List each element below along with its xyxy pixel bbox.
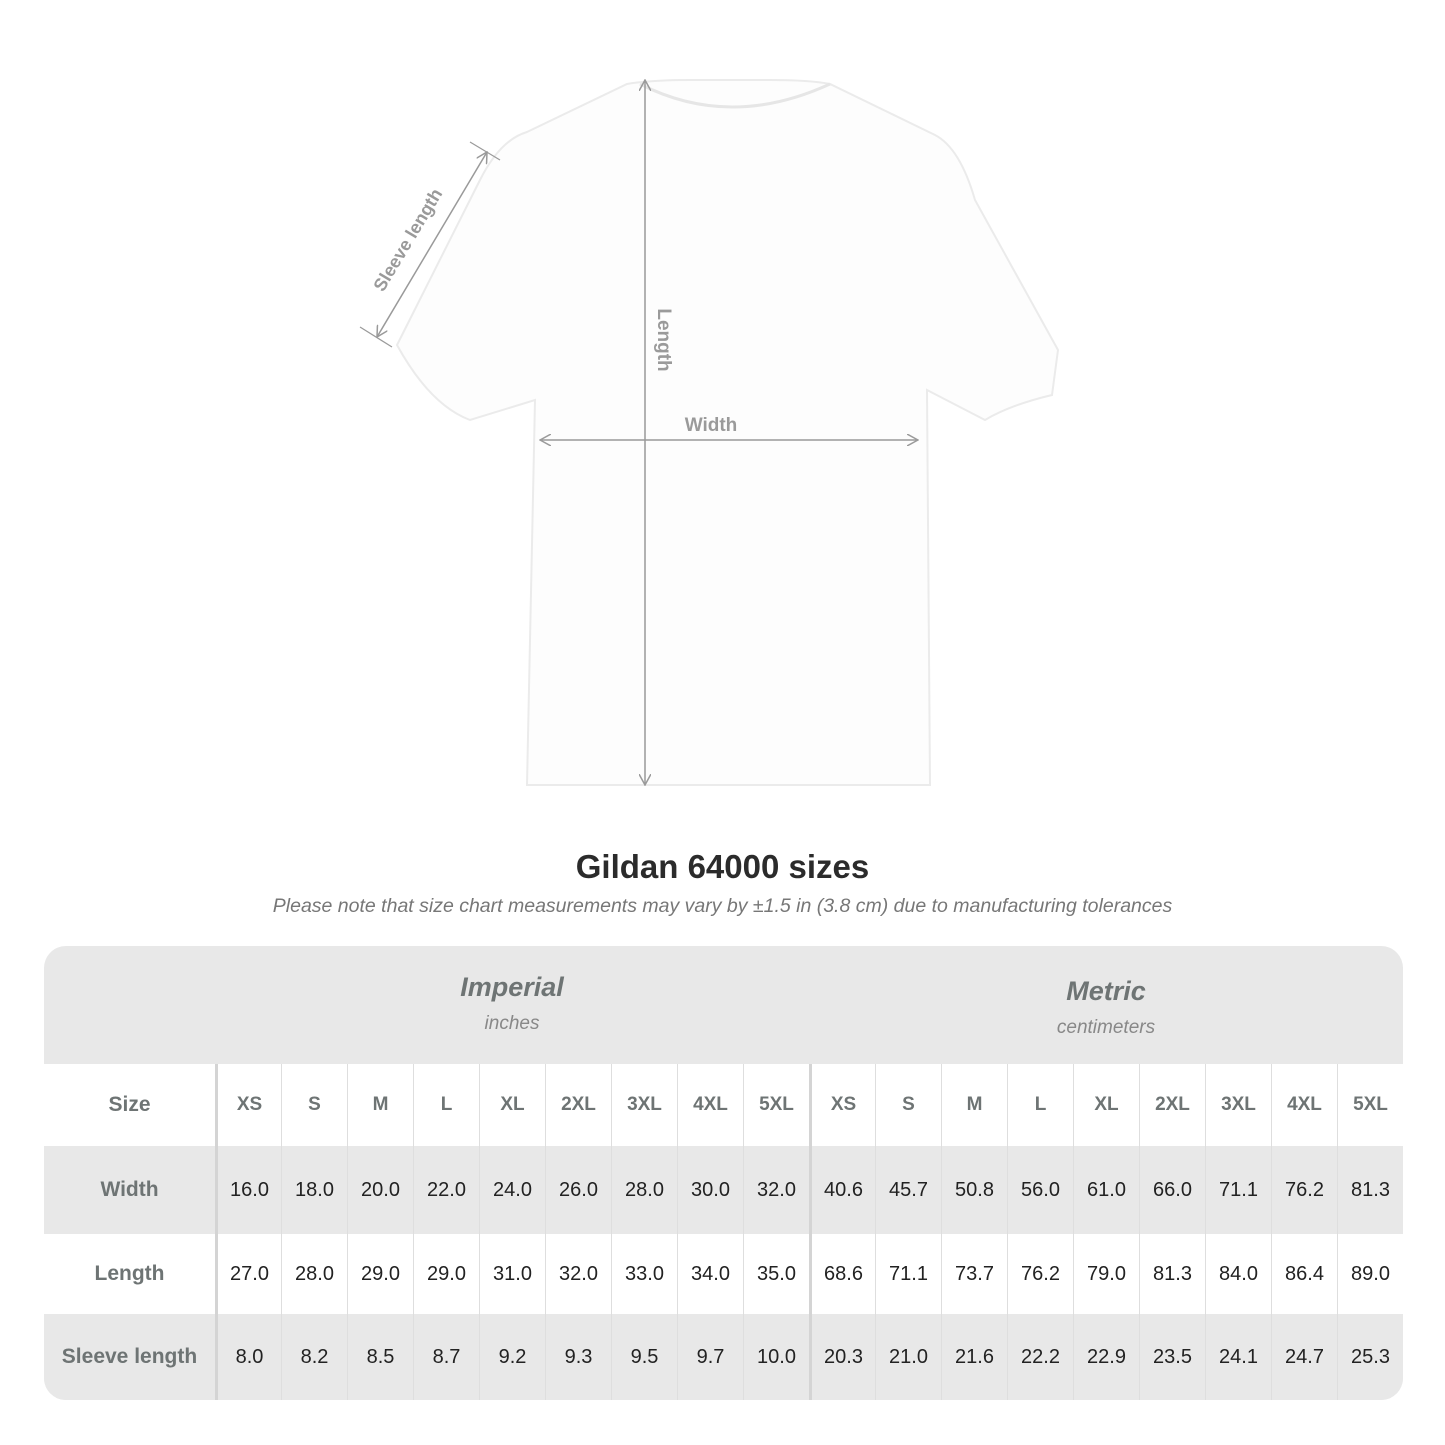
row-label: Width xyxy=(100,1178,159,1201)
size-header-cell: L xyxy=(1007,1064,1073,1146)
table-cell: 28.0 xyxy=(611,1146,677,1234)
table-cell: 20.0 xyxy=(347,1146,413,1234)
table-cell: 20.3 xyxy=(809,1314,875,1400)
table-cell: 29.0 xyxy=(347,1234,413,1314)
table-cell: 68.6 xyxy=(809,1234,875,1314)
size-header-cell: M xyxy=(347,1064,413,1146)
table-cell: 8.2 xyxy=(281,1314,347,1400)
row-label: Sleeve length xyxy=(61,1345,198,1368)
size-header-cell: 4XL xyxy=(1271,1064,1337,1146)
table-cell: 24.0 xyxy=(479,1146,545,1234)
imperial-header: Imperial inches xyxy=(215,946,809,1064)
length-label: Length xyxy=(653,308,674,371)
table-cell: 56.0 xyxy=(1007,1146,1073,1234)
table-cell: 50.8 xyxy=(941,1146,1007,1234)
row-label: Size xyxy=(108,1093,151,1116)
table-cell: 79.0 xyxy=(1073,1234,1139,1314)
table-cell: 76.2 xyxy=(1271,1146,1337,1234)
table-cell: 86.4 xyxy=(1271,1234,1337,1314)
table-row: Length 27.0 28.0 29.0 29.0 31.0 32.0 33.0 34.0 35… xyxy=(44,1234,1403,1314)
table-row: Width 16.0 18.0 20.0 22.0 24.0 26.0 28.0 30.0 32.… xyxy=(44,1146,1403,1234)
width-label: Width xyxy=(685,415,738,436)
table-cell: 45.7 xyxy=(875,1146,941,1234)
collar xyxy=(639,82,831,109)
size-header-cell: S xyxy=(281,1064,347,1146)
size-header-cell: S xyxy=(875,1064,941,1146)
size-header-cell: 5XL xyxy=(743,1064,809,1146)
table-cell: 32.0 xyxy=(743,1146,809,1234)
size-header-cell: XL xyxy=(1073,1064,1139,1146)
table-cell: 40.6 xyxy=(809,1146,875,1234)
size-row: Size XS S M L XL 2XL 3XL 4XL 5XL XS S M L XL 2XL 3XL 4XL… xyxy=(44,1064,1403,1146)
table-cell: 8.0 xyxy=(215,1314,281,1400)
table-cell: 61.0 xyxy=(1073,1146,1139,1234)
metric-unit: centimeters xyxy=(1056,1017,1156,1038)
table-cell: 34.0 xyxy=(677,1234,743,1314)
table-cell: 9.3 xyxy=(545,1314,611,1400)
tshirt-diagram: Width Length Sleeve length xyxy=(359,79,1060,786)
row-label: Length xyxy=(94,1262,165,1285)
size-header-cell: 5XL xyxy=(1337,1064,1403,1146)
table-cell: 89.0 xyxy=(1337,1234,1403,1314)
table-cell: 27.0 xyxy=(215,1234,281,1314)
size-header-cell: 3XL xyxy=(1205,1064,1271,1146)
size-header-cell: 3XL xyxy=(611,1064,677,1146)
table-cell: 81.3 xyxy=(1337,1146,1403,1234)
table-cell: 30.0 xyxy=(677,1146,743,1234)
table-cell: 23.5 xyxy=(1139,1314,1205,1400)
table-cell: 31.0 xyxy=(479,1234,545,1314)
table-cell: 29.0 xyxy=(413,1234,479,1314)
table-cell: 71.1 xyxy=(1205,1146,1271,1234)
table-cell: 21.6 xyxy=(941,1314,1007,1400)
metric-label: Metric xyxy=(1066,976,1146,1006)
size-header-cell: 2XL xyxy=(545,1064,611,1146)
size-header-cell: M xyxy=(941,1064,1007,1146)
tolerance-note: Please note that size chart measurements… xyxy=(272,895,1173,917)
size-header-cell: 2XL xyxy=(1139,1064,1205,1146)
table-cell: 9.2 xyxy=(479,1314,545,1400)
table-cell: 16.0 xyxy=(215,1146,281,1234)
size-table: Imperial inches Metric centimeters Size … xyxy=(44,946,1403,1400)
imperial-unit: inches xyxy=(484,1013,540,1034)
size-header-cell: XS xyxy=(809,1064,875,1146)
table-cell: 32.0 xyxy=(545,1234,611,1314)
sleeve-arrow xyxy=(377,152,487,337)
size-header-cell: XL xyxy=(479,1064,545,1146)
table-cell: 35.0 xyxy=(743,1234,809,1314)
table-cell: 22.9 xyxy=(1073,1314,1139,1400)
table-cell: 18.0 xyxy=(281,1146,347,1234)
table-cell: 10.0 xyxy=(743,1314,809,1400)
table-cell: 76.2 xyxy=(1007,1234,1073,1314)
table-cell: 33.0 xyxy=(611,1234,677,1314)
table-cell: 21.0 xyxy=(875,1314,941,1400)
size-header-cell: 4XL xyxy=(677,1064,743,1146)
table-cell: 71.1 xyxy=(875,1234,941,1314)
page-title: Gildan 64000 sizes xyxy=(575,848,870,885)
table-cell: 22.2 xyxy=(1007,1314,1073,1400)
metric-header: Metric centimeters xyxy=(809,946,1403,1064)
table-cell: 28.0 xyxy=(281,1234,347,1314)
table-cell: 66.0 xyxy=(1139,1146,1205,1234)
table-row: Sleeve length 8.0 8.2 8.5 8.7 9.2 9.3 9.5 9.7 10.… xyxy=(44,1314,1403,1400)
table-cell: 9.7 xyxy=(677,1314,743,1400)
table-cell: 81.3 xyxy=(1139,1234,1205,1314)
table-cell: 73.7 xyxy=(941,1234,1007,1314)
size-header-cell: L xyxy=(413,1064,479,1146)
table-cell: 84.0 xyxy=(1205,1234,1271,1314)
table-cell: 25.3 xyxy=(1337,1314,1403,1400)
size-header-cell: XS xyxy=(215,1064,281,1146)
table-cell: 24.7 xyxy=(1271,1314,1337,1400)
table-cell: 26.0 xyxy=(545,1146,611,1234)
table-cell: 8.7 xyxy=(413,1314,479,1400)
table-cell: 9.5 xyxy=(611,1314,677,1400)
table-cell: 8.5 xyxy=(347,1314,413,1400)
imperial-label: Imperial xyxy=(460,972,564,1002)
table-cell: 24.1 xyxy=(1205,1314,1271,1400)
table-cell: 22.0 xyxy=(413,1146,479,1234)
